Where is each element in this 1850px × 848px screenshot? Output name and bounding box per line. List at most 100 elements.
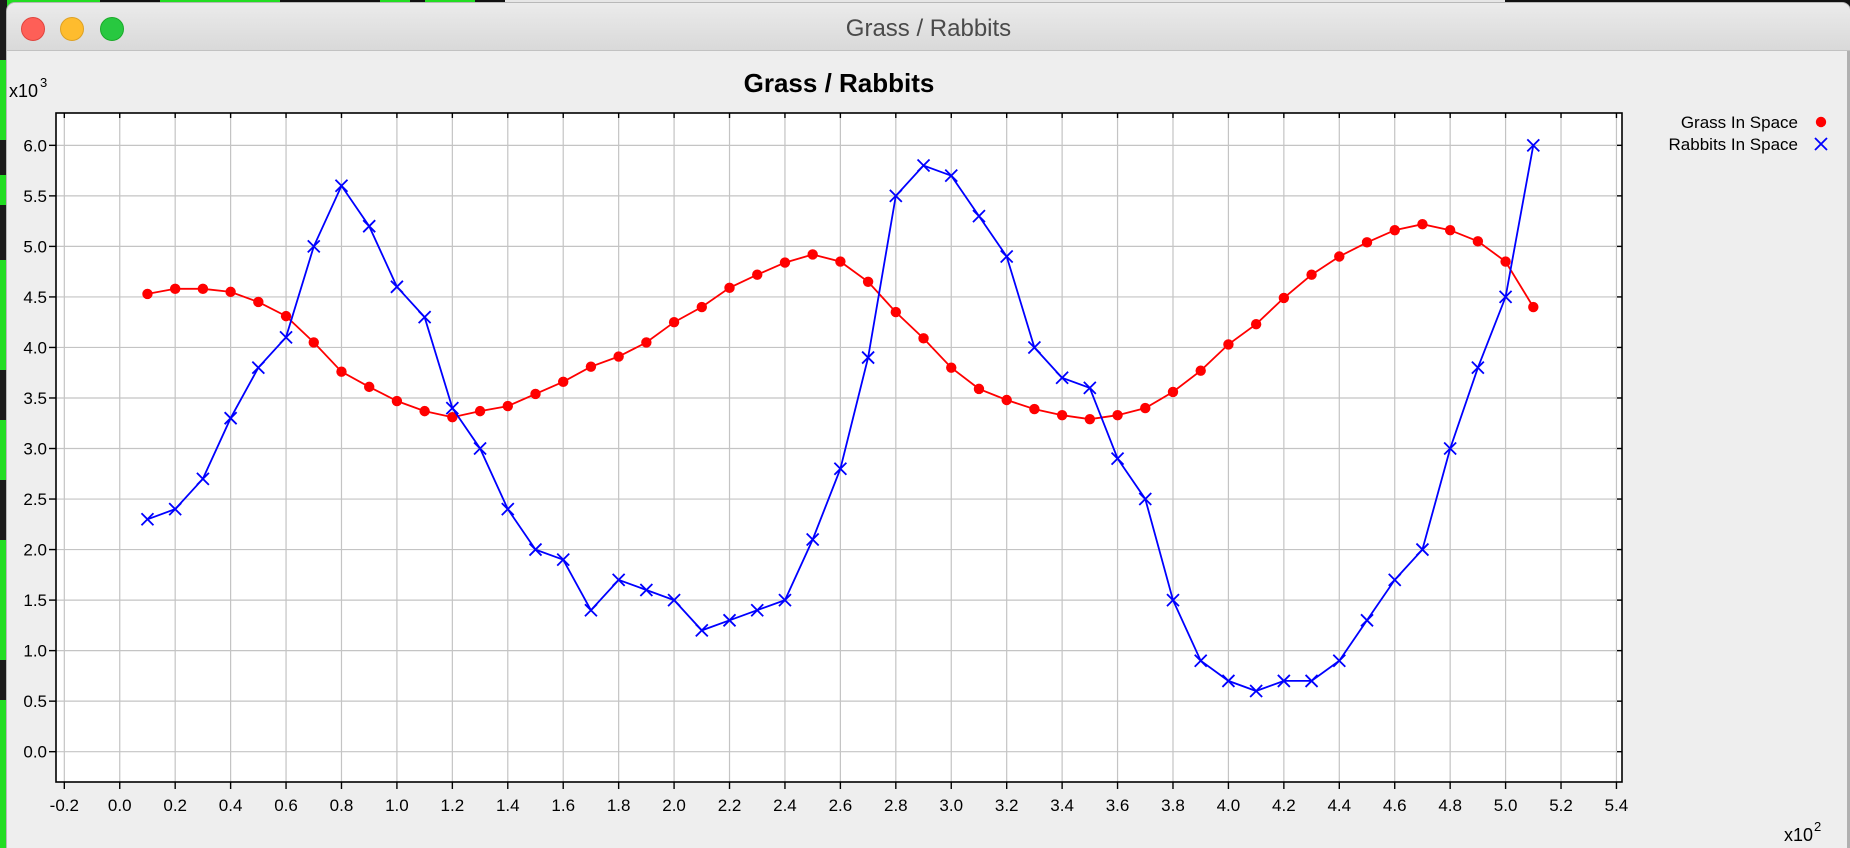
grass-data-point (1444, 225, 1456, 236)
close-window-button[interactable] (21, 17, 45, 41)
x-tick-label: 1.6 (551, 796, 575, 815)
grass-data-point (419, 405, 430, 417)
legend-marker-x (1814, 137, 1828, 151)
rabbits-data-point (196, 472, 210, 486)
rabbits-data-point (1027, 340, 1042, 355)
rabbits-data-point (528, 542, 543, 557)
grass-data-point (336, 366, 347, 377)
rabbits-data-point (1388, 573, 1402, 587)
rabbits-data-point (1443, 441, 1457, 456)
grass-data-point (142, 288, 153, 300)
rabbits-data-point (307, 239, 321, 254)
y-tick-label: 2.0 (23, 541, 47, 560)
grass-data-point (1389, 225, 1400, 236)
grass-data-point (225, 286, 236, 298)
rabbits-data-point (1277, 674, 1291, 688)
rabbits-data-point (612, 573, 626, 587)
grass-data-point (918, 333, 929, 344)
grass-data-point (696, 301, 708, 313)
legend-marker-circle (1815, 116, 1827, 128)
x-tick-label: 5.2 (1549, 796, 1573, 815)
grass-data-point (973, 383, 985, 395)
x-tick-label: 3.0 (939, 796, 963, 815)
rabbits-data-point (501, 502, 515, 516)
y-tick-label: 2.5 (23, 490, 47, 509)
grass-data-point (1417, 218, 1428, 230)
grass-data-point (779, 257, 791, 268)
rabbits-data-point (417, 310, 432, 324)
rabbits-data-point (140, 512, 155, 526)
y-tick-label: 5.0 (23, 237, 47, 256)
grass-data-point (1084, 414, 1096, 425)
grass-data-point (1472, 236, 1484, 247)
rabbits-data-point (916, 158, 931, 173)
x-axis-exponent: 2 (1814, 819, 1821, 834)
rabbits-data-point (944, 169, 958, 183)
grass-data-point (1112, 409, 1123, 421)
x-tick-label: 2.2 (718, 796, 742, 815)
rabbits-data-point (1498, 290, 1513, 304)
grass-data-point (197, 283, 209, 295)
minimize-window-button[interactable] (60, 17, 84, 41)
y-tick-label: 4.5 (23, 288, 47, 307)
x-tick-label: 3.6 (1106, 796, 1130, 815)
grass-data-point (724, 282, 735, 294)
grass-data-point (502, 400, 513, 412)
grass-data-point (447, 411, 458, 423)
grass-data-point (890, 306, 902, 318)
grass-data-point (946, 362, 957, 373)
grass-data-point (364, 381, 375, 393)
y-tick-label: 1.5 (23, 591, 47, 610)
grass-data-point (558, 376, 569, 388)
grass-data-point (1029, 403, 1040, 415)
rabbits-data-point (1083, 381, 1097, 395)
rabbits-data-point (1471, 361, 1485, 375)
rabbits-data-point (1360, 613, 1374, 627)
window-title: Grass / Rabbits (845, 15, 1012, 42)
rabbits-data-point (556, 553, 570, 567)
y-tick-label: 0.5 (23, 692, 47, 711)
grass-data-point (1250, 319, 1262, 330)
legend-label: Grass In Space (1681, 113, 1798, 132)
x-tick-label: 4.8 (1438, 796, 1462, 815)
zoom-window-button[interactable] (100, 17, 124, 41)
x-tick-label: 1.2 (441, 796, 465, 815)
rabbits-data-point (445, 401, 459, 415)
y-tick-label: 3.0 (23, 440, 47, 459)
x-tick-label: 2.0 (662, 796, 686, 815)
grass-data-point (613, 351, 624, 362)
plot-background (56, 113, 1622, 782)
grass-data-point (1140, 402, 1151, 414)
grass-data-point (1500, 256, 1511, 267)
grass-data-point (253, 296, 264, 308)
rabbits-data-point (1332, 654, 1346, 668)
x-tick-label: 1.8 (607, 796, 631, 815)
rabbits-data-point (639, 583, 654, 597)
grass-data-point (1001, 394, 1012, 406)
grass-data-point (807, 249, 818, 260)
window-titlebar[interactable]: Grass / Rabbits (7, 3, 1850, 51)
grass-data-point (1528, 301, 1539, 313)
rabbits-data-point (279, 330, 293, 344)
rabbits-data-point (473, 441, 487, 456)
rabbits-data-point (667, 593, 681, 607)
rabbits-data-point (1110, 451, 1125, 466)
rabbits-data-point (833, 462, 848, 476)
x-tick-label: 0.0 (108, 796, 132, 815)
y-tick-label: 4.0 (23, 338, 47, 357)
x-tick-label: 2.6 (829, 796, 853, 815)
rabbits-data-point (1415, 542, 1430, 557)
grass-data-point (1167, 386, 1179, 398)
rabbits-data-point (806, 532, 820, 547)
rabbits-data-point (1000, 249, 1014, 264)
x-tick-label: 0.4 (219, 796, 243, 815)
x-tick-label: -0.2 (50, 796, 79, 815)
grass-data-point (1334, 251, 1345, 262)
rabbits-data-point (168, 502, 182, 516)
rabbits-data-point (1526, 138, 1540, 152)
x-tick-label: 2.4 (773, 796, 797, 815)
x-tick-label: 0.6 (274, 796, 298, 815)
y-axis-multiplier: x10 (9, 81, 38, 101)
grass-data-point (1195, 365, 1206, 376)
grass-data-point (862, 276, 874, 287)
